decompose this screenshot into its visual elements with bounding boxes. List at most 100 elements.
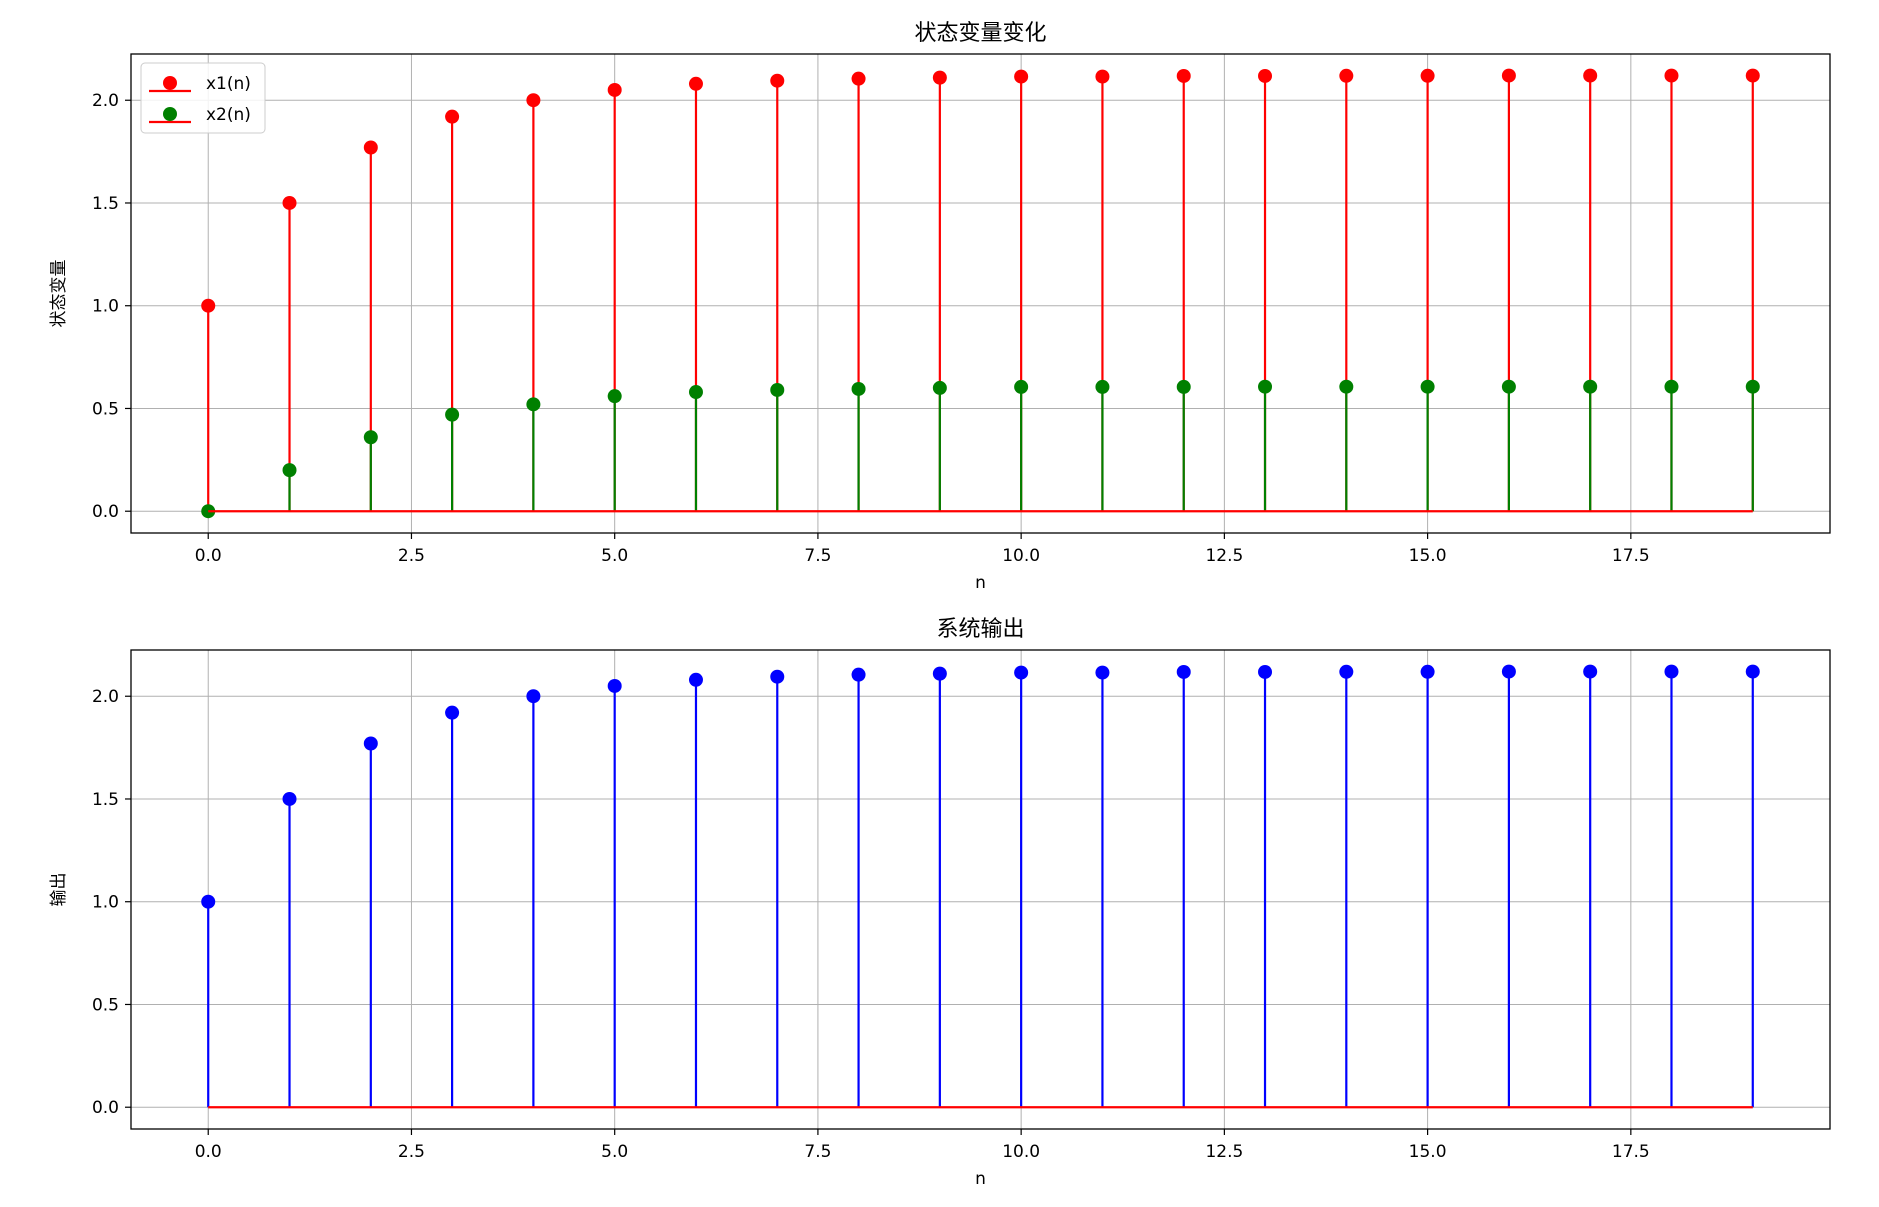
- y-axis-label: 输出: [49, 873, 69, 907]
- x-tick-label: 0.0: [195, 546, 222, 566]
- axes-frame: [130, 53, 1831, 534]
- stem-marker: [770, 382, 785, 397]
- y-tick-label: 0.0: [92, 502, 119, 522]
- stem-marker: [1664, 379, 1679, 394]
- stem-marker: [1745, 664, 1760, 679]
- stem-marker: [851, 667, 866, 682]
- stem-marker: [1014, 665, 1029, 680]
- stem-marker: [851, 71, 866, 86]
- stem-marker: [1745, 68, 1760, 83]
- y-tick-label: 0.5: [92, 995, 119, 1015]
- chart-title: 状态变量变化: [914, 21, 1046, 46]
- y-tick-label: 2.0: [92, 91, 119, 111]
- x-tick-label: 12.5: [1205, 1142, 1243, 1162]
- stem-marker: [1583, 68, 1598, 83]
- stem-marker: [526, 93, 541, 108]
- stem-marker: [282, 791, 297, 806]
- y-tick-label: 2.0: [92, 687, 119, 707]
- stem-marker: [363, 140, 378, 155]
- stem-marker: [526, 689, 541, 704]
- stem-marker: [1258, 664, 1273, 679]
- legend-label: x1(n): [206, 74, 251, 94]
- stem-marker: [688, 672, 703, 687]
- legend-marker: [163, 76, 177, 90]
- x-tick-label: 17.5: [1612, 546, 1650, 566]
- y-tick-label: 0.0: [92, 1098, 119, 1118]
- x-tick-label: 15.0: [1409, 546, 1447, 566]
- y-tick-label: 0.5: [92, 399, 119, 419]
- y-axis-label: 状态变量: [49, 260, 69, 328]
- axes-frame: [130, 649, 1831, 1130]
- stem-marker: [363, 736, 378, 751]
- stem-marker: [1339, 664, 1354, 679]
- stem-marker: [1501, 664, 1516, 679]
- x-tick-label: 7.5: [804, 1142, 831, 1162]
- series-output: [201, 664, 1760, 1108]
- x-tick-label: 10.0: [1002, 546, 1040, 566]
- x-tick-label: 17.5: [1612, 1142, 1650, 1162]
- stem-marker: [1501, 379, 1516, 394]
- stem-marker: [1745, 379, 1760, 394]
- stem-marker: [1420, 68, 1435, 83]
- stem-marker: [1664, 68, 1679, 83]
- x-axis-label: n: [975, 1169, 986, 1189]
- x-tick-label: 2.5: [398, 546, 425, 566]
- stem-marker: [688, 385, 703, 400]
- stem-marker: [932, 666, 947, 681]
- stem-marker: [1420, 379, 1435, 394]
- x-tick-label: 2.5: [398, 1142, 425, 1162]
- stem-marker: [607, 82, 622, 97]
- y-tick-label: 1.0: [92, 893, 119, 913]
- stem-marker: [932, 70, 947, 85]
- stem-marker: [1095, 379, 1110, 394]
- stem-marker: [363, 430, 378, 445]
- stem-marker: [688, 76, 703, 91]
- x-tick-label: 5.0: [601, 1142, 628, 1162]
- x-axis-label: n: [975, 573, 986, 593]
- y-tick-label: 1.5: [92, 194, 119, 214]
- stem-marker: [1501, 68, 1516, 83]
- stem-marker: [1176, 664, 1191, 679]
- stem-marker: [1583, 379, 1598, 394]
- x-tick-label: 12.5: [1205, 546, 1243, 566]
- stem-marker: [201, 298, 216, 313]
- stem-marker: [770, 669, 785, 684]
- stem-marker: [1014, 379, 1029, 394]
- stem-marker: [1664, 664, 1679, 679]
- stem-marker: [1339, 68, 1354, 83]
- legend: x1(n) x2(n): [140, 62, 266, 134]
- stem-marker: [1420, 664, 1435, 679]
- stem-marker: [1176, 379, 1191, 394]
- stem-marker: [1258, 68, 1273, 83]
- stem-marker: [1176, 68, 1191, 83]
- legend-label: x2(n): [206, 105, 251, 125]
- stem-marker: [201, 894, 216, 909]
- stem-marker: [1095, 665, 1110, 680]
- stem-marker: [445, 705, 460, 720]
- stem-marker: [607, 678, 622, 693]
- y-tick-label: 1.0: [92, 297, 119, 317]
- stem-marker: [1014, 69, 1029, 84]
- x-tick-label: 5.0: [601, 546, 628, 566]
- y-tick-label: 1.5: [92, 790, 119, 810]
- stem-marker: [932, 380, 947, 395]
- series-x2n: [201, 379, 1760, 519]
- subplot-2: 0.0 2.5 5.0 7.5 10.0 12.5 15.0 17.5 0.0 0.5 1.0 1.5…: [49, 617, 1831, 1189]
- stem-marker: [282, 463, 297, 478]
- subplot-1: 0.0 2.5 5.0 7.5 10.0 12.5 15.0 17.5 0.0 0.5 1.0 1.5…: [49, 21, 1831, 593]
- x-tick-label: 15.0: [1409, 1142, 1447, 1162]
- x-tick-label: 0.0: [195, 1142, 222, 1162]
- stem-marker: [445, 109, 460, 124]
- x-tick-label: 10.0: [1002, 1142, 1040, 1162]
- stem-marker: [526, 397, 541, 412]
- legend-marker: [163, 107, 177, 121]
- chart-title: 系统输出: [936, 617, 1024, 642]
- stem-marker: [282, 195, 297, 210]
- stem-marker: [445, 407, 460, 422]
- stem-marker: [1339, 379, 1354, 394]
- stem-marker: [607, 389, 622, 404]
- x-tick-label: 7.5: [804, 546, 831, 566]
- stem-marker: [1258, 379, 1273, 394]
- stem-marker: [851, 381, 866, 396]
